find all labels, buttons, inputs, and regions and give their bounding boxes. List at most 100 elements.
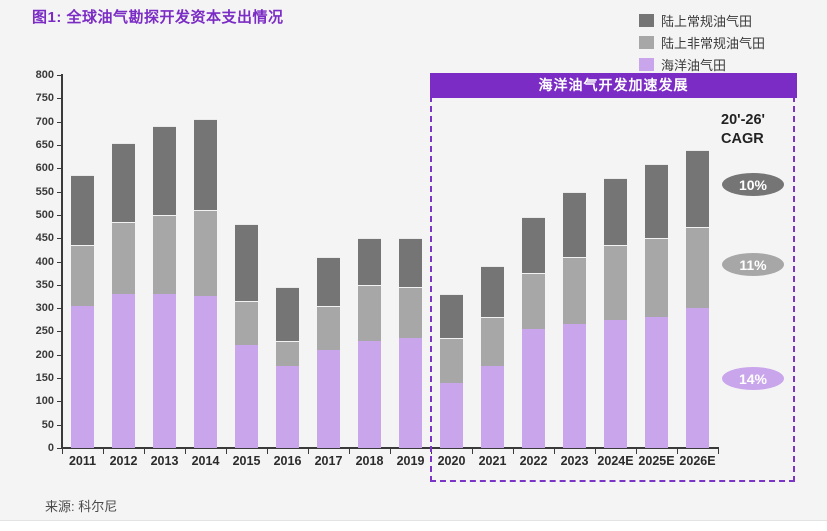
bar-segment-陆上非常规油气田 [481, 317, 504, 367]
bar-segment-陆上非常规油气田 [645, 238, 668, 318]
bar-segment-海洋油气田 [645, 317, 668, 448]
y-axis-tick-label: 50 [41, 418, 54, 431]
y-axis-tick [57, 191, 62, 193]
bar-2019 [399, 238, 422, 448]
bar-segment-海洋油气田 [440, 382, 463, 448]
bar-segment-陆上常规油气田 [317, 256, 340, 306]
bar-segment-陆上常规油气田 [686, 149, 709, 227]
legend-item: 陆上非常规油气田 [639, 31, 765, 53]
y-axis-tick [57, 331, 62, 333]
y-axis-tick [57, 261, 62, 263]
bar-segment-海洋油气田 [71, 305, 94, 448]
bar-segment-陆上非常规油气田 [112, 221, 135, 295]
bar-2020 [440, 294, 463, 448]
x-axis-label-2014: 2014 [191, 454, 220, 468]
legend-swatch [639, 57, 654, 71]
bar-segment-陆上常规油气田 [112, 142, 135, 222]
y-axis-tick [57, 238, 62, 240]
x-axis-label-2013: 2013 [150, 454, 179, 468]
cagr-pill-海洋油气田: 14% [722, 367, 784, 390]
x-axis-tick [308, 449, 309, 454]
bar-segment-陆上常规油气田 [276, 287, 299, 341]
y-axis-tick-label: 250 [35, 325, 54, 338]
x-axis-label-2025E: 2025E [638, 454, 675, 468]
y-axis-tick [57, 354, 62, 356]
y-axis-tick-label: 150 [35, 372, 54, 385]
bar-segment-陆上非常规油气田 [358, 284, 381, 341]
x-axis-label-2026E: 2026E [679, 454, 716, 468]
y-axis-tick-label: 450 [35, 232, 54, 245]
x-axis-label-2021: 2021 [478, 454, 507, 468]
bar-segment-陆上常规油气田 [399, 238, 422, 288]
bar-segment-陆上常规油气田 [522, 217, 545, 274]
bar-2023 [563, 191, 586, 448]
x-axis-label-2020: 2020 [437, 454, 466, 468]
x-axis-tick [226, 449, 227, 454]
y-axis-tick-label: 750 [35, 92, 54, 105]
bar-segment-陆上常规油气田 [153, 126, 176, 215]
bar-2013 [153, 126, 176, 448]
bar-segment-陆上常规油气田 [563, 191, 586, 257]
x-axis-label-2022: 2022 [519, 454, 548, 468]
y-axis-tick-label: 500 [35, 208, 54, 221]
x-axis-tick [636, 449, 637, 454]
bar-2026E [686, 149, 709, 448]
bar-segment-陆上非常规油气田 [194, 210, 217, 297]
y-axis-tick [57, 308, 62, 310]
y-axis-tick-label: 700 [35, 115, 54, 128]
chart-legend: 陆上常规油气田 陆上非常规油气田 海洋油气田 [639, 9, 765, 75]
y-axis-tick-label: 650 [35, 138, 54, 151]
bar-segment-海洋油气田 [481, 366, 504, 448]
bar-segment-陆上非常规油气田 [604, 245, 627, 320]
legend-swatch [639, 13, 654, 27]
bar-segment-海洋油气田 [604, 319, 627, 448]
y-axis-tick [57, 284, 62, 286]
x-axis-tick [349, 449, 350, 454]
bar-segment-海洋油气田 [563, 324, 586, 448]
legend-item: 海洋油气田 [639, 53, 765, 75]
x-axis-tick [472, 449, 473, 454]
bar-segment-陆上非常规油气田 [563, 256, 586, 325]
bar-segment-海洋油气田 [276, 366, 299, 448]
bar-segment-陆上常规油气田 [645, 163, 668, 239]
x-axis-tick [62, 449, 63, 454]
bar-segment-陆上常规油气田 [604, 177, 627, 246]
y-axis-tick-label: 600 [35, 162, 54, 175]
bar-segment-陆上常规油气田 [194, 119, 217, 211]
x-axis-tick [513, 449, 514, 454]
x-axis-tick [677, 449, 678, 454]
bar-segment-海洋油气田 [317, 350, 340, 448]
bar-2012 [112, 142, 135, 448]
bar-segment-陆上常规油气田 [481, 266, 504, 318]
x-axis-label-2017: 2017 [314, 454, 343, 468]
cagr-heading: 20'-26' CAGR [721, 112, 765, 147]
x-axis-line [61, 447, 719, 449]
y-axis-tick-label: 550 [35, 185, 54, 198]
y-axis-tick [57, 448, 62, 449]
bar-segment-陆上常规油气田 [235, 224, 258, 302]
y-axis-tick-label: 0 [47, 442, 54, 454]
bar-segment-陆上常规油气田 [71, 175, 94, 246]
x-axis-tick [554, 449, 555, 454]
bar-segment-陆上常规油气田 [358, 238, 381, 285]
y-axis-tick-label: 400 [35, 255, 54, 268]
y-axis-tick [57, 75, 62, 76]
bar-segment-海洋油气田 [522, 329, 545, 448]
bar-segment-陆上非常规油气田 [686, 226, 709, 309]
x-axis-tick [267, 449, 268, 454]
bar-segment-陆上非常规油气田 [317, 305, 340, 351]
bar-segment-陆上非常规油气田 [276, 340, 299, 367]
bar-2018 [358, 238, 381, 448]
bar-2017 [317, 256, 340, 448]
y-axis-tick [57, 144, 62, 146]
legend-label: 海洋油气田 [661, 57, 727, 73]
bar-2022 [522, 217, 545, 448]
y-axis-tick-label: 800 [35, 69, 54, 81]
page-title: 图1: 全球油气勘探开发资本支出情况 [32, 9, 284, 26]
bar-2011 [71, 175, 94, 448]
bar-segment-陆上非常规油气田 [440, 338, 463, 383]
source-attribution: 来源: 科尔尼 [45, 499, 118, 514]
cagr-pill-陆上常规油气田: 10% [722, 173, 784, 196]
bar-segment-陆上常规油气田 [440, 294, 463, 339]
